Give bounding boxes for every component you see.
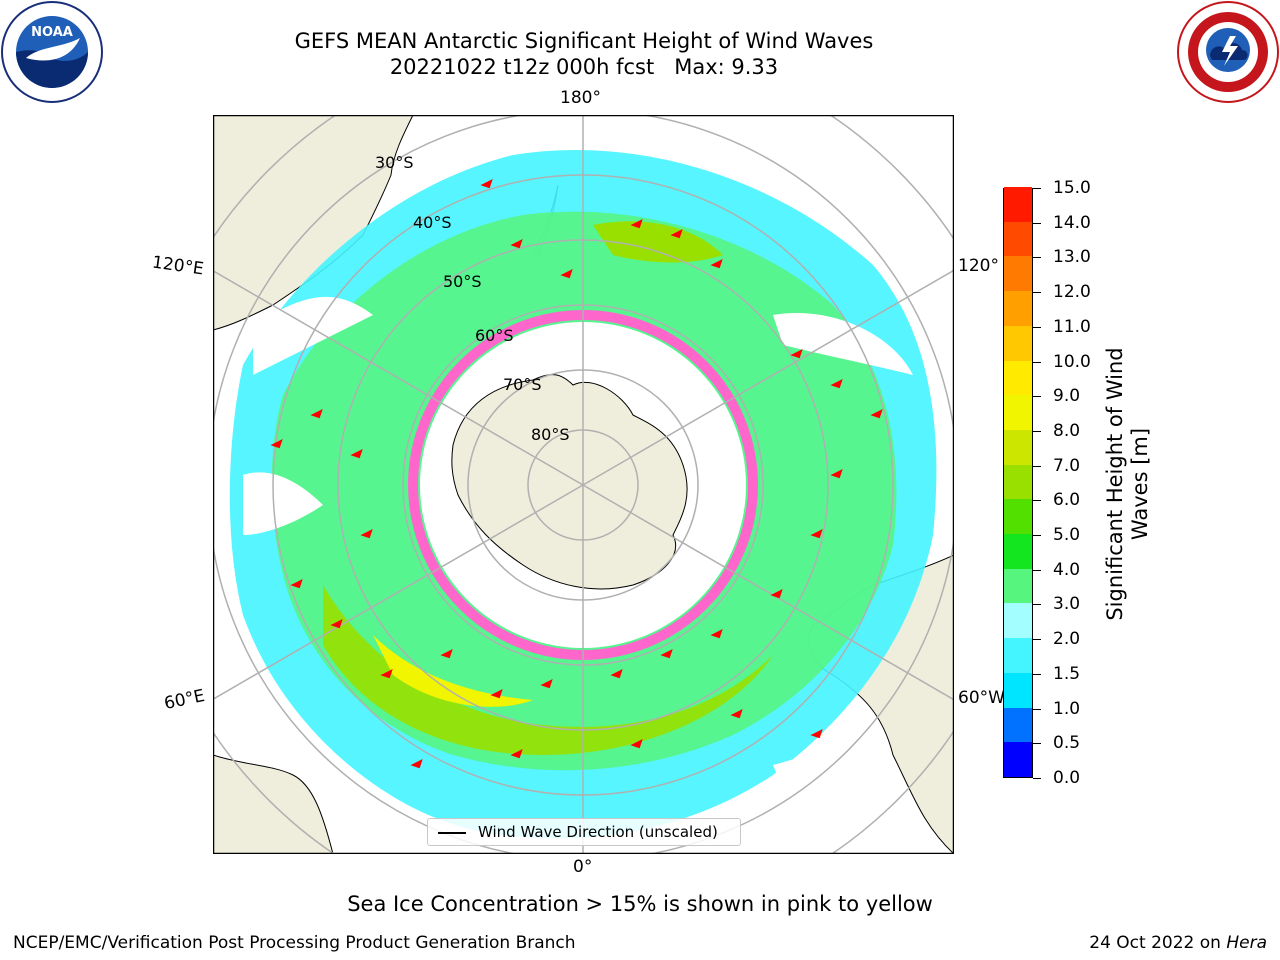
colorbar-tick-label: 2.0 bbox=[1053, 629, 1081, 650]
lon-label-120e: 120°E bbox=[150, 252, 205, 280]
colorbar-segment bbox=[1004, 429, 1032, 465]
footer-credit: NCEP/EMC/Verification Post Processing Pr… bbox=[13, 933, 576, 953]
colorbar-segment bbox=[1004, 672, 1032, 708]
sea-ice-note: Sea Ice Concentration > 15% is shown in … bbox=[347, 892, 933, 916]
colorbar-tick-label: 1.0 bbox=[1053, 698, 1081, 719]
colorbar-tick bbox=[1033, 222, 1041, 224]
wave-band-pacific bbox=[593, 221, 723, 263]
lat-label-80s: 80°S bbox=[531, 425, 570, 444]
wave-band-strong bbox=[323, 585, 773, 755]
colorbar-segment bbox=[1004, 637, 1032, 673]
colorbar-segment bbox=[1004, 464, 1032, 500]
lat-label-70s: 70°S bbox=[503, 375, 542, 394]
colorbar-tick bbox=[1033, 430, 1041, 432]
legend-line-swatch bbox=[438, 832, 466, 834]
colorbar-tick-label: 11.0 bbox=[1053, 316, 1091, 337]
colorbar-tick bbox=[1033, 673, 1041, 675]
colorbar-segment bbox=[1004, 186, 1032, 222]
colorbar-tick-label: 15.0 bbox=[1053, 178, 1091, 198]
colorbar-segment bbox=[1004, 290, 1032, 326]
colorbar bbox=[1003, 186, 1033, 778]
colorbar-tick-label: 8.0 bbox=[1053, 420, 1081, 441]
colorbar-tick bbox=[1033, 292, 1041, 294]
colorbar-segment bbox=[1004, 533, 1032, 569]
svg-text:NOAA: NOAA bbox=[31, 25, 73, 40]
colorbar-segment bbox=[1004, 360, 1032, 396]
colorbar-tick bbox=[1033, 465, 1041, 467]
lon-label-180: 180° bbox=[560, 88, 601, 108]
colorbar-segment bbox=[1004, 707, 1032, 743]
colorbar-segment bbox=[1004, 255, 1032, 292]
wave-direction-arrows bbox=[270, 179, 883, 769]
colorbar-tick bbox=[1033, 500, 1041, 502]
lat-label-40s: 40°S bbox=[413, 213, 452, 232]
colorbar-label: Significant Height of Wind Waves [m] bbox=[1103, 347, 1152, 621]
colorbar-tick bbox=[1033, 569, 1041, 571]
colorbar-tick-label: 6.0 bbox=[1053, 490, 1081, 511]
colorbar-tick bbox=[1033, 778, 1041, 779]
colorbar-tick bbox=[1033, 639, 1041, 641]
colorbar-segment bbox=[1004, 741, 1032, 777]
footer-date-text: 24 Oct 2022 on bbox=[1089, 933, 1227, 953]
legend-label: Wind Wave Direction (unscaled) bbox=[478, 823, 718, 841]
colorbar-tick bbox=[1033, 361, 1041, 363]
colorbar-segment bbox=[1004, 602, 1032, 639]
lat-label-50s: 50°S bbox=[443, 272, 482, 291]
colorbar-segment bbox=[1004, 498, 1032, 535]
colorbar-tick-label: 3.0 bbox=[1053, 594, 1081, 615]
colorbar-tick-label: 5.0 bbox=[1053, 525, 1081, 546]
colorbar-tick-label: 0.0 bbox=[1053, 768, 1081, 788]
lon-label-60e: 60°E bbox=[162, 685, 207, 715]
colorbar-segment bbox=[1004, 394, 1032, 430]
colorbar-tick bbox=[1033, 188, 1041, 189]
colorbar-tick-label: 0.5 bbox=[1053, 733, 1081, 754]
footer-date: 24 Oct 2022 on Hera bbox=[1089, 932, 1267, 954]
colorbar-tick-label: 10.0 bbox=[1053, 351, 1091, 372]
colorbar-tick-label: 1.5 bbox=[1053, 663, 1081, 684]
colorbar-tick-label: 4.0 bbox=[1053, 559, 1081, 580]
colorbar-tick bbox=[1033, 535, 1041, 537]
nws-logo bbox=[1177, 1, 1279, 103]
colorbar-tick bbox=[1033, 708, 1041, 710]
colorbar-tick bbox=[1033, 743, 1041, 745]
footer-host: Hera bbox=[1226, 933, 1267, 953]
lat-label-30s: 30°S bbox=[375, 153, 414, 172]
map-plot: 30°S 40°S 50°S 60°S 70°S 80°S bbox=[213, 115, 954, 854]
colorbar-segment bbox=[1004, 568, 1032, 604]
colorbar-segment bbox=[1004, 221, 1032, 257]
chart-subtitle-run: 20221022 t12z 000h fcst Max: 9.33 bbox=[389, 55, 779, 79]
colorbar-tick-label: 7.0 bbox=[1053, 455, 1081, 476]
colorbar-tick-label: 12.0 bbox=[1053, 282, 1091, 303]
map-legend: Wind Wave Direction (unscaled) bbox=[427, 818, 741, 846]
noaa-logo: NOAA bbox=[1, 1, 103, 103]
map-panel: 30°S 40°S 50°S 60°S 70°S 80°S Wind Wave … bbox=[213, 115, 954, 854]
colorbar-segment bbox=[1004, 325, 1032, 361]
colorbar-tick bbox=[1033, 604, 1041, 606]
lon-label-120w: 120° bbox=[958, 256, 999, 276]
lat-label-60s: 60°S bbox=[475, 326, 514, 345]
lon-label-0: 0° bbox=[573, 857, 593, 877]
chart-title: GEFS MEAN Antarctic Significant Height o… bbox=[294, 29, 874, 53]
lon-label-60w: 60°W bbox=[958, 688, 1005, 708]
colorbar-tick bbox=[1033, 326, 1041, 328]
colorbar-tick-label: 13.0 bbox=[1053, 247, 1091, 268]
colorbar-tick-label: 14.0 bbox=[1053, 212, 1091, 233]
colorbar-tick bbox=[1033, 257, 1041, 259]
colorbar-tick bbox=[1033, 396, 1041, 398]
colorbar-tick-label: 9.0 bbox=[1053, 386, 1081, 407]
